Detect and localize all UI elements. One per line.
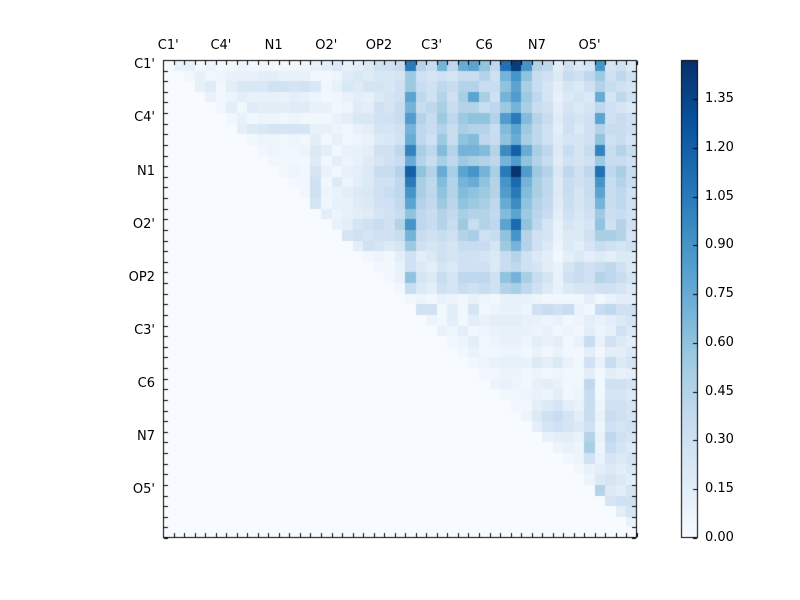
x-axis-tick-label-8: O5' [578,38,601,53]
colorbar-tick-label-1: 0.15 [705,481,734,497]
x-axis-tick-label-5: C3' [421,38,443,53]
colorbar-tick-label-7: 1.05 [705,188,734,204]
y-axis-tick-label-8: O5' [132,482,155,498]
colorbar-tick-label-9: 1.35 [705,91,734,107]
x-axis-tick-label-3: O2' [315,38,338,53]
y-axis-tick-label-6: C6 [137,375,155,391]
y-axis-tick-label-0: C1' [134,57,155,73]
colorbar-tick-label-3: 0.45 [705,383,734,399]
colorbar-tick-label-5: 0.75 [705,286,734,302]
x-axis-tick-label-1: C4' [210,38,232,53]
colorbar-tick-label-6: 0.90 [705,237,734,253]
y-axis-tick-label-4: OP2 [128,269,155,285]
x-axis-tick-label-7: N7 [527,38,546,53]
x-axis-tick-label-6: C6 [475,38,493,53]
y-axis-tick-label-3: O2' [132,216,155,232]
x-axis-tick-label-4: OP2 [365,38,393,53]
colorbar-tick-label-0: 0.00 [705,530,734,545]
y-axis-tick-label-1: C4' [134,110,155,126]
y-axis-tick-label-5: C3' [134,322,155,338]
colorbar-tick-label-8: 1.20 [705,139,734,155]
colorbar-tick-label-4: 0.60 [705,334,734,350]
x-axis-tick-label-0: C1' [157,38,179,53]
x-axis-tick-label-2: N1 [264,38,283,53]
y-axis-tick-label-2: N1 [137,163,155,179]
colorbar-tick-label-2: 0.30 [705,432,734,448]
y-axis-tick-label-7: N7 [137,429,155,445]
